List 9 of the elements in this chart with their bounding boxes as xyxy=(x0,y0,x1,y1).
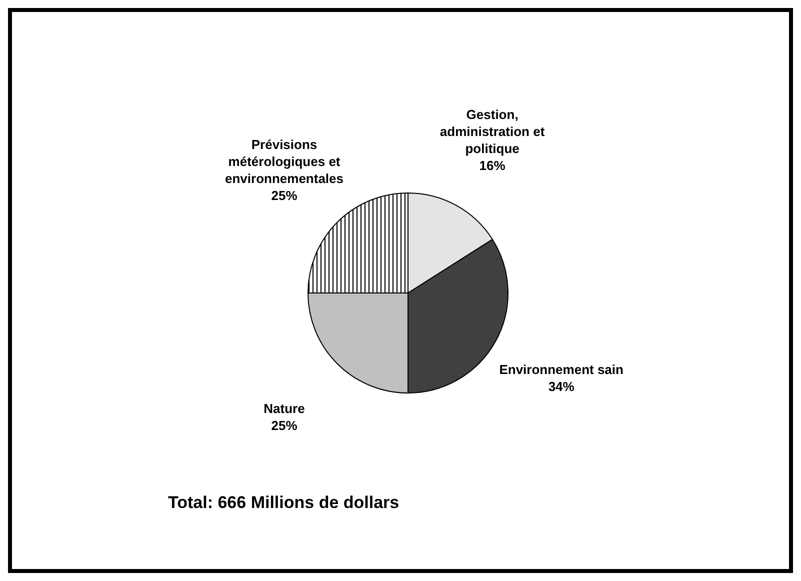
data-label: 16% xyxy=(479,158,506,174)
text: Total: 666 Millions de dollars xyxy=(168,493,400,512)
data-label: 25% xyxy=(271,188,298,203)
slice-label: Environnement sain xyxy=(499,362,624,377)
data-label: 25% xyxy=(271,418,298,434)
data-label: 34% xyxy=(548,378,575,394)
slice-label: Prévisions métérologiques et environnementales xyxy=(225,136,344,186)
slice-label: Nature xyxy=(264,401,305,416)
slice-label: Gestion, administration et politique xyxy=(440,107,546,156)
